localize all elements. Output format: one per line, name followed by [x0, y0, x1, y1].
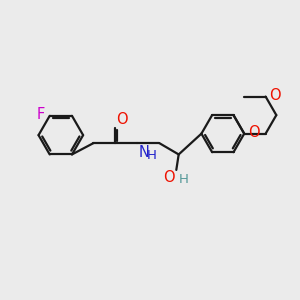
Text: H: H [146, 149, 156, 162]
Text: O: O [116, 112, 128, 127]
Text: N: N [139, 145, 149, 160]
Text: H: H [179, 173, 189, 186]
Text: F: F [37, 107, 45, 122]
Text: O: O [163, 170, 175, 185]
Text: O: O [269, 88, 281, 103]
Text: O: O [248, 125, 260, 140]
